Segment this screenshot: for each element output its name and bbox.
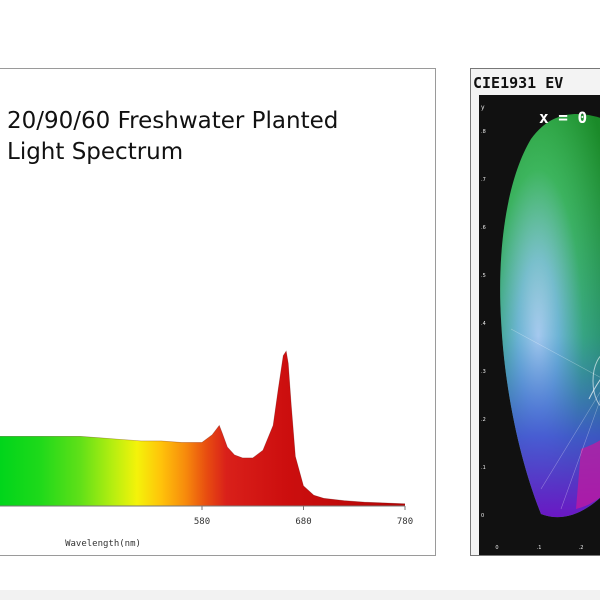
- x-tick-label: 580: [194, 517, 210, 527]
- cie-y-axis-ticks: .8 .7 .6 .5 .4 .3 .2 .1 0: [481, 129, 486, 519]
- cie-dominant-line-1: [510, 328, 600, 378]
- cie-magenta-region: [576, 440, 600, 509]
- cie-y-tick-label: .5: [481, 273, 486, 279]
- spectrum-area: [0, 351, 405, 506]
- x-tick-label: 780: [397, 517, 413, 527]
- cie-title: CIE1931 EV: [473, 74, 563, 92]
- cie-y-axis-label: y: [481, 104, 485, 111]
- spectrum-chart-panel: 20/90/60 Freshwater Planted Light Spectr…: [0, 68, 436, 556]
- cie-y-tick-label: .3: [481, 369, 486, 375]
- cie-blue-region: [500, 114, 600, 518]
- cie-y-tick-label: .2: [481, 417, 486, 423]
- cie-x-tick-label: .1: [537, 545, 542, 551]
- cie-y-tick-label: .4: [481, 321, 486, 327]
- cie-diagram-panel: CIE1931 EV x = 0 y .8 .7 .6 .5 .4 .3 .2 .1 0 0 .1…: [470, 68, 600, 556]
- spectrum-outline: [0, 350, 406, 504]
- cie-readout: x = 0: [539, 108, 587, 127]
- cie-dominant-line-3: [560, 399, 600, 510]
- cie-y-tick-label: .1: [481, 465, 486, 471]
- cie-x-tick-label: 0: [495, 545, 498, 551]
- cie-y-tick-label: 0: [481, 513, 484, 519]
- spectrum-chart: 20/90/60 Freshwater Planted Light Spectr…: [0, 108, 413, 549]
- chart-title-line-2: Light Spectrum: [7, 139, 183, 165]
- x-axis-ticks: 580 680 780: [194, 506, 413, 527]
- planckian-locus: [588, 379, 600, 400]
- cie-x-tick-label: .2: [579, 545, 584, 551]
- chart-title-line-1: 20/90/60 Freshwater Planted: [7, 108, 338, 134]
- cie-y-tick-label: .7: [481, 177, 486, 183]
- x-axis-label: Wavelength(nm): [65, 539, 141, 549]
- cie-x-axis-ticks: 0 .1 .2: [495, 545, 583, 551]
- white-point-ring: [592, 356, 600, 406]
- cie-chromaticity-diagram: CIE1931 EV x = 0 y .8 .7 .6 .5 .4 .3 .2 .1 0 0 .1…: [473, 74, 600, 555]
- cie-y-tick-label: .8: [481, 129, 486, 135]
- cie-dominant-line-2: [540, 391, 600, 490]
- x-tick-label: 680: [295, 517, 311, 527]
- cie-y-tick-label: .6: [481, 225, 486, 231]
- bottom-band: [0, 590, 600, 600]
